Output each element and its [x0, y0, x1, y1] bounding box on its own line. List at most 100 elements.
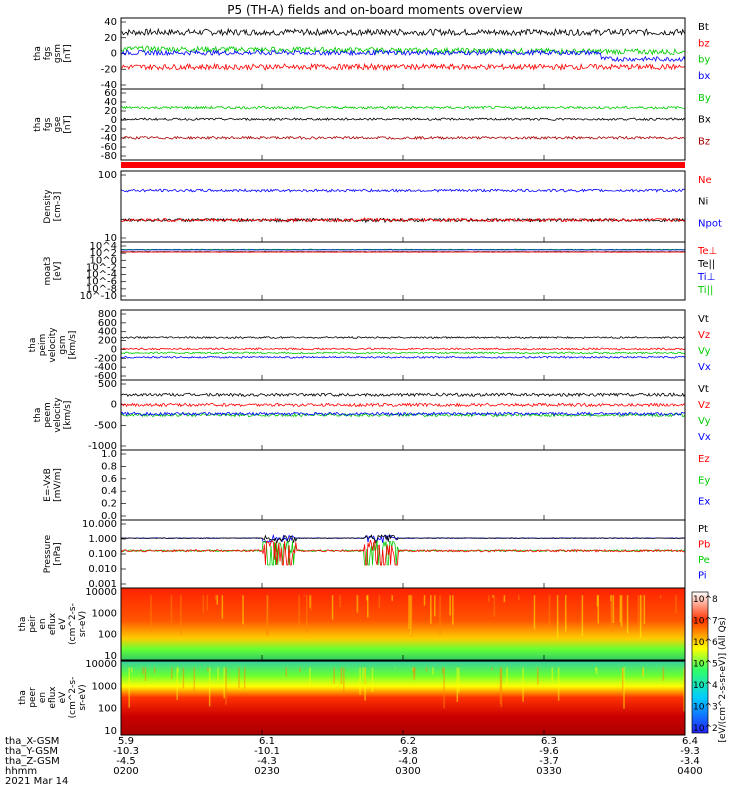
series-Bt — [120, 27, 686, 37]
peir-spectrogram-streak — [675, 595, 677, 614]
panel-fgs_gse-tick: 40 — [104, 97, 117, 108]
peir-spectrogram-streak — [533, 595, 536, 630]
footer-value: -10.1 — [254, 746, 280, 757]
peir-spectrogram-streak — [409, 595, 411, 632]
panel-temp-ylabel: [eV] — [53, 262, 63, 281]
peir-spectrogram-streak — [643, 595, 646, 625]
panel-frame — [120, 241, 686, 301]
legend-density-Ne: Ne — [698, 175, 712, 186]
legend-fgs_gsm-by: by — [698, 55, 710, 66]
series-Vt — [120, 336, 686, 340]
panel-peer-ylabel: en — [38, 692, 48, 703]
panel-peem_vel-ylabel: peem — [43, 402, 53, 428]
peer-spectrogram-streak — [458, 667, 460, 693]
peir-spectrogram-streak — [659, 595, 662, 599]
peer-spectrogram-streak — [217, 667, 219, 681]
panel-peem_vel-tick: 0 — [111, 400, 117, 411]
peir-spectrogram-streak — [170, 595, 173, 623]
series-bz — [120, 62, 686, 72]
panel-fgs_gse-tick: -20 — [101, 124, 117, 135]
peer-spectrogram — [121, 660, 685, 735]
peer-spectrogram-streak — [491, 667, 493, 671]
peer-spectrogram-streak — [131, 667, 133, 673]
peer-spectrogram-streak — [144, 667, 147, 682]
peir-spectrogram-streak — [581, 595, 584, 637]
peer-spectrogram-streak — [223, 667, 225, 699]
peir-spectrogram-streak — [202, 595, 205, 613]
peir-spectrogram-streak — [620, 595, 623, 627]
panel-peim_vel-tick: -200 — [94, 353, 117, 364]
peir-spectrogram-streak — [180, 595, 182, 636]
panel-fgs_gsm-tick: 0 — [111, 49, 117, 60]
legend-temp-Ti⊥: Ti⊥ — [697, 272, 715, 283]
legend-peim_vel-Vx: Vx — [698, 362, 711, 373]
peer-spectrogram-streak — [299, 667, 301, 673]
panel-fgs_gse-tick: 20 — [104, 106, 117, 117]
panel-fgs_gsm-tick: -40 — [101, 80, 117, 91]
legend-peem_vel-Vz: Vz — [698, 400, 710, 411]
series-Vx — [120, 355, 686, 359]
colorbar-tick: 10^5 — [693, 660, 718, 670]
peir-spectrogram-streak — [266, 595, 269, 636]
colorbar-label: [eV/(cm^2-s-sr-eV)] (All Qs) — [718, 617, 728, 742]
footer-value: -9.6 — [539, 746, 559, 757]
panel-fgs_gsm-ylabel: [nT] — [63, 44, 73, 62]
panel-peir-ylabel: eflux — [48, 612, 58, 635]
peer-spectrogram-streak — [624, 667, 626, 669]
panel-efield-tick: 0.2 — [101, 499, 117, 510]
footer-value: 6.4 — [682, 736, 698, 747]
colorbar-tick: 10^2 — [693, 724, 718, 734]
legend-fgs_gsm-Bt: Bt — [698, 22, 709, 33]
peer-spectrogram-streak — [595, 667, 598, 675]
peer-spectrogram-streak — [207, 667, 209, 672]
peer-spectrogram-streak — [285, 667, 288, 677]
panel-peir-ylabel: eV — [58, 617, 68, 630]
panel-pressure-tick: 0.001 — [88, 579, 117, 590]
panel-pressure-tick: 10.000 — [82, 519, 117, 530]
peer-spectrogram-streak — [371, 667, 374, 693]
panel-fgs_gsm-ylabel: fgs — [43, 46, 53, 60]
peir-spectrogram-streak — [626, 595, 629, 634]
peer-spectrogram-streak — [557, 667, 560, 701]
quality-flag-bar — [121, 162, 685, 168]
panel-fgs_gse-ylabel: [nT] — [63, 115, 73, 133]
peer-spectrogram-streak — [506, 667, 508, 685]
peer-spectrogram-streak — [394, 667, 396, 669]
series-Vy — [120, 351, 685, 355]
panel-peer-tick: 100 — [98, 704, 117, 715]
footer-value: -9.8 — [398, 746, 418, 757]
panel-efield-tick: 1.0 — [101, 449, 117, 460]
panel-density-ylabel: [cm-3] — [53, 192, 63, 222]
footer-value: -9.3 — [680, 746, 700, 757]
peer-spectrogram-streak — [364, 667, 366, 701]
peer-spectrogram-streak — [642, 667, 645, 677]
colorbar-tick: 10^4 — [693, 681, 718, 691]
series-Ti|| — [120, 248, 686, 251]
panel-peem_vel-tick: -1000 — [88, 441, 117, 452]
peir-spectrogram-streak — [310, 595, 312, 611]
series-peem-Vx — [120, 411, 686, 417]
panel-peer-ylabel: tha — [18, 690, 28, 705]
peer-spectrogram-streak — [193, 667, 196, 692]
peir-spectrogram-streak — [637, 595, 640, 631]
legend-temp-Te⊥: Te⊥ — [697, 246, 717, 257]
peir-spectrogram-streak — [564, 595, 567, 632]
panel-frame — [120, 170, 686, 243]
panel-peem_vel-ylabel: velocity — [53, 397, 63, 433]
legend-peim_vel-Vz: Vz — [698, 330, 710, 341]
colorbar-tick: 10^8 — [693, 595, 718, 605]
peer-spectrogram-streak — [359, 667, 361, 695]
panel-peem_vel-tick: -500 — [94, 420, 117, 431]
panel-efield-tick: 0.6 — [101, 474, 117, 485]
peir-spectrogram-streak — [303, 595, 306, 597]
panel-pressure-ylabel: [nPa] — [53, 542, 63, 565]
footer-value: 6.2 — [400, 736, 416, 747]
panel-peim_vel-ylabel: gsm — [58, 335, 68, 354]
peer-spectrogram-streak — [309, 667, 311, 688]
peer-spectrogram-streak — [551, 667, 554, 682]
series-Vz — [120, 347, 686, 351]
footer-value: -4.3 — [257, 756, 277, 767]
panel-peer-ylabel: peer — [28, 687, 38, 708]
series-bx — [120, 48, 686, 63]
peer-spectrogram-streak — [238, 667, 240, 688]
